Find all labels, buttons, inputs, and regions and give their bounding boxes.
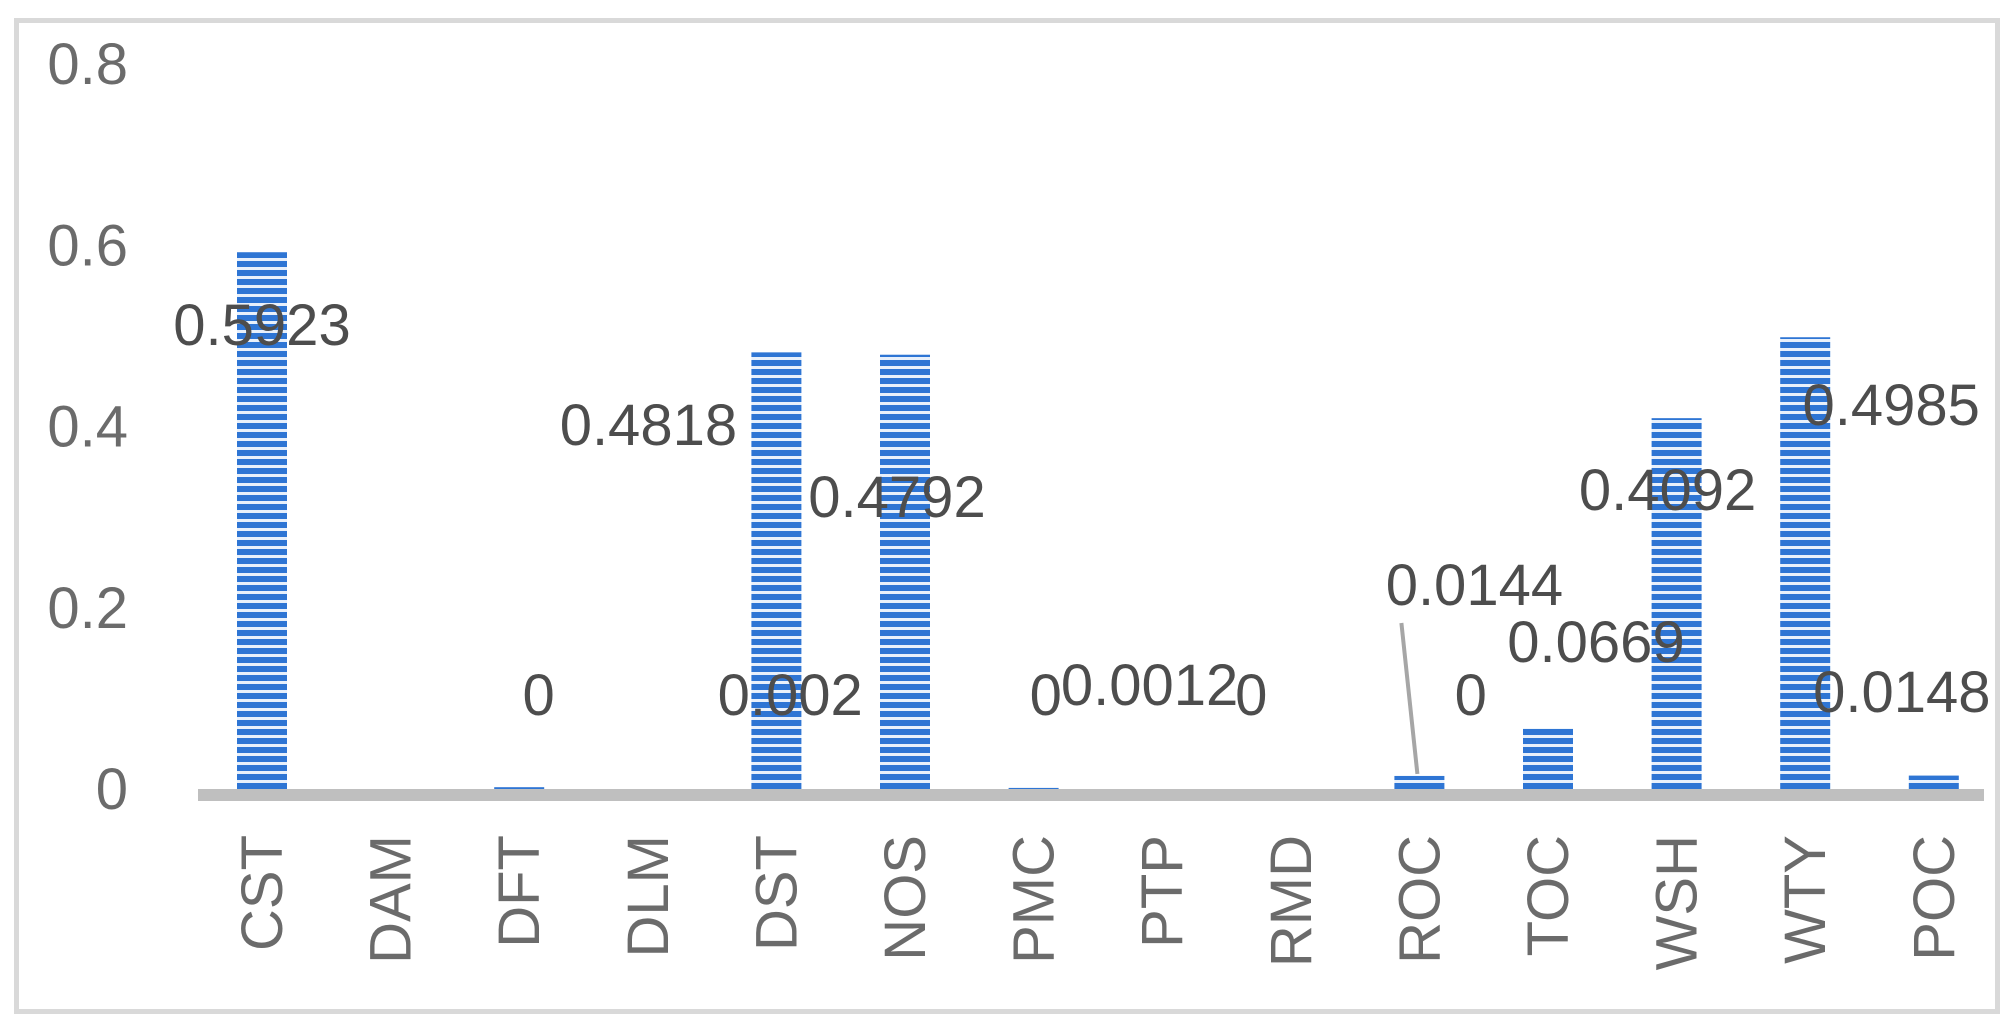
y-axis-tick-labels: 0 0.2 0.4 0.6 0.8 — [47, 32, 128, 822]
bar-cst — [237, 252, 287, 789]
data-label-poc: 0.0148 — [1813, 660, 1990, 725]
y-tick-label: 0.2 — [47, 576, 128, 641]
data-label-nos: 0.4792 — [808, 465, 985, 530]
bar-poc — [1908, 775, 1959, 789]
y-tick-label: 0.4 — [47, 395, 128, 460]
category-label-cst: CST — [230, 835, 295, 951]
y-tick-label: 0.6 — [47, 213, 128, 278]
category-label-rmd: RMD — [1259, 835, 1324, 967]
data-label-ptp: 0 — [1235, 663, 1267, 728]
data-label-dst: 0.4818 — [560, 393, 737, 458]
bar-dft — [494, 787, 545, 789]
leader-lines — [1399, 622, 1420, 775]
data-label-pmc: 0.0012 — [1061, 653, 1238, 718]
data-label-wsh: 0.4092 — [1579, 458, 1756, 523]
data-label-dam: 0 — [522, 663, 554, 728]
category-label-dam: DAM — [359, 835, 424, 964]
data-label-rmd: 0 — [1455, 663, 1487, 728]
bar-pmc — [1008, 787, 1059, 789]
data-label-toc: 0.0669 — [1507, 610, 1684, 675]
data-label-wty: 0.4985 — [1802, 373, 1979, 438]
category-label-poc: POC — [1902, 835, 1967, 961]
category-label-roc: ROC — [1387, 835, 1452, 964]
data-label-roc: 0.0144 — [1386, 553, 1563, 618]
data-label-dft: 0.002 — [718, 663, 863, 728]
bar-nos — [880, 354, 930, 789]
category-label-toc: TOC — [1516, 835, 1581, 956]
y-tick-label: 0 — [96, 757, 128, 822]
category-label-dft: DFT — [487, 835, 552, 948]
bars — [237, 252, 1959, 789]
bar-toc — [1523, 728, 1573, 789]
data-label-dlm: 0 — [1030, 663, 1062, 728]
category-label-nos: NOS — [873, 835, 938, 961]
category-label-dst: DST — [744, 835, 809, 951]
y-tick-label: 0.8 — [47, 32, 128, 97]
category-label-pmc: PMC — [1002, 835, 1067, 964]
bar-wsh — [1651, 418, 1702, 789]
category-label-wty: WTY — [1773, 835, 1838, 964]
bar-dst — [751, 352, 802, 789]
leader-line-roc — [1399, 622, 1420, 775]
data-label-cst: 0.5923 — [173, 293, 350, 358]
bar-roc — [1394, 775, 1445, 789]
category-label-dlm: DLM — [616, 835, 681, 957]
category-labels: CST DAM DFT DLM DST NOS PMC PTP RMD ROC TOC WSH WTY P… — [230, 835, 1967, 970]
bar-wty — [1780, 337, 1831, 789]
category-label-ptp: PTP — [1130, 835, 1195, 948]
category-label-wsh: WSH — [1645, 835, 1710, 970]
